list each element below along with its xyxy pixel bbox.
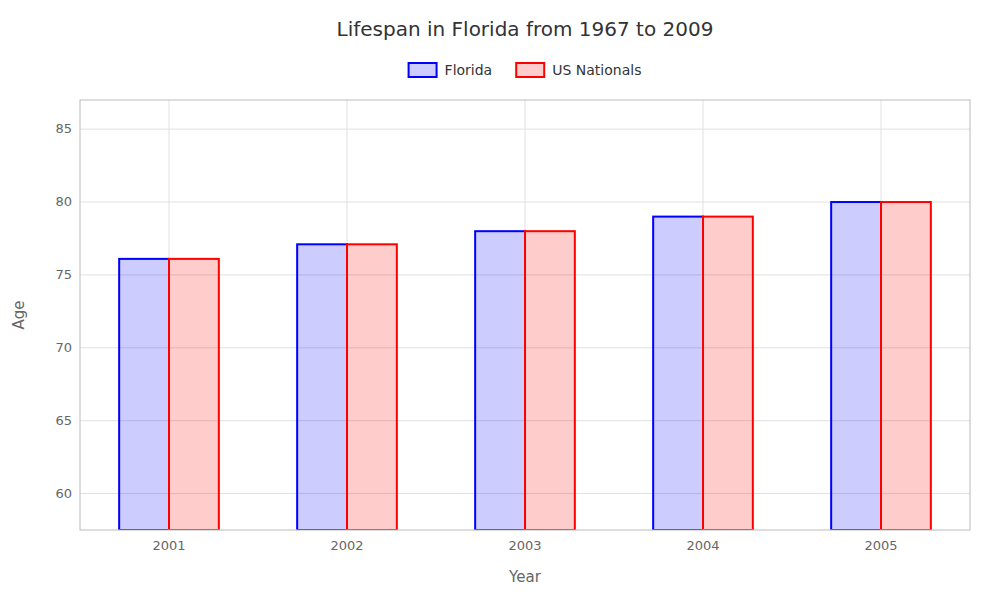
bar (475, 231, 525, 530)
legend-item: US Nationals (516, 62, 641, 78)
legend: Florida US Nationals (409, 62, 642, 78)
grid (80, 100, 970, 530)
legend-label: US Nationals (552, 62, 641, 78)
bars (119, 202, 931, 530)
bar (525, 231, 575, 530)
y-axis-label: Age (10, 300, 28, 329)
legend-swatch (516, 63, 544, 77)
y-tick-label: 60 (55, 486, 72, 501)
chart-svg: Lifespan in Florida from 1967 to 2009 60 6… (0, 0, 1000, 600)
bar (169, 259, 219, 530)
bar (831, 202, 881, 530)
page: {"chart_data": {"type": "bar", "title": … (0, 0, 1000, 600)
x-tick-label: 2005 (864, 538, 897, 553)
y-tick-label: 65 (55, 413, 72, 428)
legend-label: Florida (445, 62, 493, 78)
bar (297, 244, 347, 530)
legend-swatch (409, 63, 437, 77)
bar (119, 259, 169, 530)
x-tick-label: 2003 (508, 538, 541, 553)
legend-item: Florida (409, 62, 493, 78)
chart-container: Lifespan in Florida from 1967 to 2009 60 6… (0, 0, 1000, 600)
y-tick-label: 75 (55, 267, 72, 282)
x-tick-label: 2002 (330, 538, 363, 553)
bar (653, 217, 703, 530)
bar (703, 217, 753, 530)
y-tick-label: 80 (55, 194, 72, 209)
x-tick-label: 2001 (152, 538, 185, 553)
x-axis-label: Year (508, 568, 542, 586)
y-tick-label: 70 (55, 340, 72, 355)
y-tick-label: 85 (55, 121, 72, 136)
x-tick-label: 2004 (686, 538, 719, 553)
bar (347, 244, 397, 530)
bar (881, 202, 931, 530)
plot-frame (80, 100, 970, 530)
title: Lifespan in Florida from 1967 to 2009 (337, 17, 714, 41)
